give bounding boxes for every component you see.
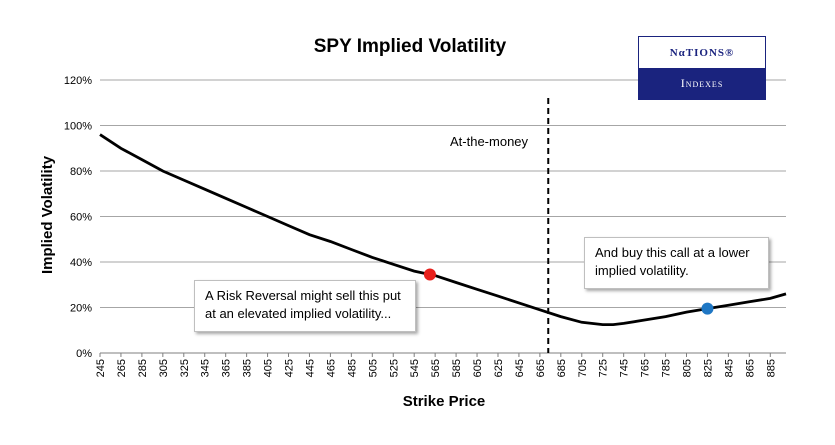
y-tick-label: 20% <box>70 303 92 315</box>
y-axis-label: Implied Volatility <box>39 155 56 274</box>
logo-top-text: NαTIONS® <box>669 46 735 59</box>
x-tick-label: 445 <box>304 359 316 377</box>
x-tick-label: 605 <box>472 359 484 377</box>
x-tick-label: 645 <box>514 359 526 377</box>
call-marker <box>701 302 714 315</box>
logo-bottom-text: Indexes <box>639 68 765 99</box>
x-tick-label: 865 <box>744 359 756 377</box>
x-tick-label: 325 <box>179 359 191 377</box>
markers <box>423 268 714 315</box>
x-tick-label: 405 <box>263 359 275 377</box>
x-tick-label: 425 <box>284 359 296 377</box>
x-tick-label: 665 <box>535 359 547 377</box>
x-tick-label: 805 <box>682 359 694 377</box>
x-tick-label: 885 <box>765 359 777 377</box>
x-tick-label: 385 <box>242 359 254 377</box>
series-line <box>99 133 787 326</box>
x-tick-label: 545 <box>409 359 421 377</box>
x-tick-label: 285 <box>137 359 149 377</box>
x-tick-label: 685 <box>556 359 568 377</box>
at-the-money-label: At-the-money <box>450 134 529 149</box>
x-tick-label: 365 <box>221 359 233 377</box>
x-tick-label: 565 <box>430 359 442 377</box>
x-axis-label: Strike Price <box>403 393 486 410</box>
x-tick-label: 505 <box>367 359 379 377</box>
put-annotation: A Risk Reversal might sell this put at a… <box>194 280 416 332</box>
x-tick-label: 785 <box>661 359 673 377</box>
x-tick-label: 345 <box>200 359 212 377</box>
x-tick-label: 745 <box>619 359 631 377</box>
call-annotation: And buy this call at a lower implied vol… <box>584 237 769 289</box>
x-tick-label: 485 <box>346 359 358 377</box>
x-tick-label: 825 <box>702 359 714 377</box>
x-tick-label: 585 <box>451 359 463 377</box>
x-axis-ticks: 245 265 285 305 325 345 365 385 405 425 445 465 485 5… <box>95 353 777 377</box>
x-tick-label: 725 <box>598 359 610 377</box>
y-tick-label: 60% <box>70 212 92 224</box>
y-tick-label: 120% <box>64 75 92 87</box>
x-tick-label: 625 <box>493 359 505 377</box>
put-marker <box>423 268 436 281</box>
nations-logo: NαTIONS® Indexes <box>638 36 766 100</box>
x-tick-label: 245 <box>95 359 107 377</box>
x-tick-label: 465 <box>325 359 337 377</box>
x-tick-label: 305 <box>158 359 170 377</box>
y-axis-ticks: 0% 20% 40% 60% 80% 100% 120% <box>64 75 92 360</box>
x-tick-label: 265 <box>116 359 128 377</box>
y-tick-label: 0% <box>76 348 92 360</box>
x-tick-label: 705 <box>577 359 589 377</box>
y-tick-label: 80% <box>70 166 92 178</box>
chart-title: SPY Implied Volatility <box>313 36 507 57</box>
x-tick-label: 765 <box>640 359 652 377</box>
x-tick-label: 525 <box>388 359 400 377</box>
x-tick-label: 845 <box>723 359 735 377</box>
y-tick-label: 40% <box>70 257 92 269</box>
y-tick-label: 100% <box>64 121 92 133</box>
